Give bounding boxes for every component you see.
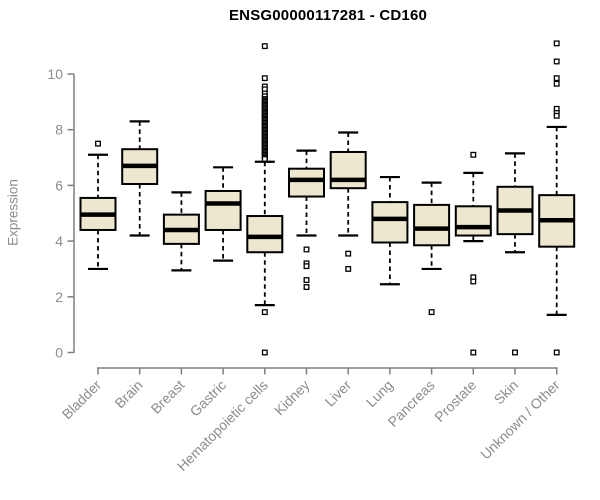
x-category-label: Prostate (431, 377, 479, 425)
outlier-point (261, 309, 268, 316)
x-category-label: Kidney (271, 377, 313, 419)
outlier-point (261, 349, 268, 356)
outlier-point (345, 250, 352, 257)
outlier-point (428, 309, 435, 316)
x-category-label: Breast (148, 377, 188, 417)
box-lung (371, 201, 409, 244)
box-liver (329, 150, 367, 190)
outlier-point (261, 155, 268, 162)
y-tick-label: 8 (55, 122, 63, 138)
y-tick-label: 6 (55, 177, 63, 193)
outlier-point (345, 265, 352, 272)
chart-title: ENSG00000117281 - CD160 (228, 7, 428, 24)
x-category-label: Lung (363, 377, 396, 410)
outlier-point (470, 151, 477, 158)
y-tick-label: 0 (55, 345, 63, 361)
outlier-point (553, 75, 560, 82)
outlier-point (261, 75, 268, 82)
y-tick-label: 4 (55, 233, 63, 249)
outlier-point (95, 140, 101, 147)
outlier-point (303, 263, 310, 270)
x-category-label: Brain (111, 377, 145, 411)
x-category-label: Liver (322, 377, 355, 410)
outlier-point (470, 278, 477, 285)
outlier-point (303, 284, 310, 291)
outlier-point (303, 277, 310, 284)
x-category-label: Bladder (59, 377, 105, 423)
outlier-point (261, 43, 268, 50)
y-tick-label: 2 (55, 289, 63, 305)
outlier-point (470, 349, 477, 356)
y-tick-label: 10 (47, 66, 63, 82)
outlier-point (553, 112, 560, 119)
box-hematopoietic-cells (246, 215, 284, 254)
outlier-point (512, 349, 518, 356)
outlier-point (553, 80, 560, 87)
outlier-point (553, 58, 560, 65)
box-kidney (288, 167, 325, 198)
box-gastric (204, 189, 242, 231)
box-pancreas (413, 203, 451, 247)
x-category-label: Skin (491, 377, 522, 408)
outlier-point (303, 246, 310, 253)
box-prostate (454, 205, 492, 237)
outlier-point (553, 40, 560, 47)
outlier-point (553, 349, 560, 356)
x-category-label: Unknown / Other (477, 377, 563, 463)
